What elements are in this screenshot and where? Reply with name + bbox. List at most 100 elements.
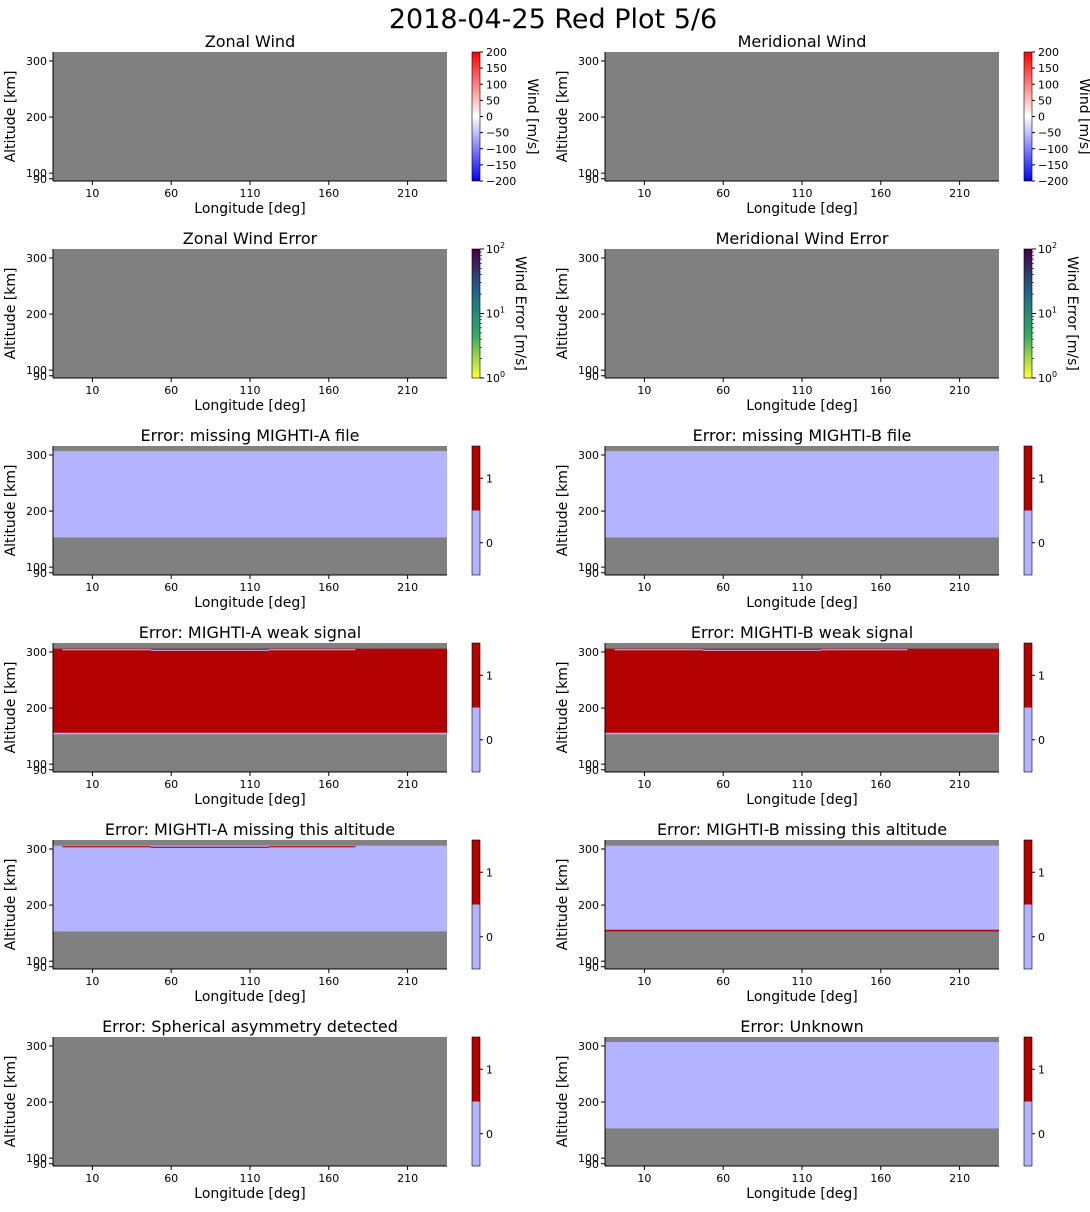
x-tick-label: 10 xyxy=(85,778,99,791)
data-cell xyxy=(53,451,447,538)
colorbar-frame xyxy=(471,445,481,576)
x-tick-label: 210 xyxy=(397,778,418,791)
colorbar: 10 xyxy=(471,642,493,773)
colorbar-gradient xyxy=(1023,51,1033,182)
x-tick-label: 160 xyxy=(870,187,891,200)
y-tick-label: 300 xyxy=(26,55,47,68)
x-tick-label: 210 xyxy=(397,1172,418,1185)
y-tick-label: 300 xyxy=(26,252,47,265)
y-tick-label: 300 xyxy=(578,55,599,68)
colorbar-tick-label: 0 xyxy=(486,734,493,747)
panel-title: Error: missing MIGHTI-A file xyxy=(141,426,360,445)
colorbar-tick-label: −50 xyxy=(1038,127,1061,140)
plot-background xyxy=(605,249,999,378)
x-tick-label: 110 xyxy=(240,581,261,594)
x-tick-label: 60 xyxy=(716,187,730,200)
colorbar: 10 xyxy=(1023,1036,1045,1167)
colorbar-segment-on xyxy=(1024,446,1032,511)
y-tick-label: 300 xyxy=(26,449,47,462)
x-tick-label: 10 xyxy=(85,1172,99,1185)
y-tick-label: 100 xyxy=(26,167,47,180)
colorbar-tick-label: 0 xyxy=(1038,931,1045,944)
colorbar-segment-on xyxy=(1024,1037,1032,1102)
panel-title: Zonal Wind Error xyxy=(183,229,318,248)
panel-title: Error: missing MIGHTI-B file xyxy=(693,426,912,445)
y-tick-label: 200 xyxy=(26,702,47,715)
colorbar-label: Wind Error [m/s] xyxy=(1064,256,1080,371)
colorbar-segment-on xyxy=(1024,643,1032,708)
y-tick-label: 100 xyxy=(578,955,599,968)
y-tick-label: 200 xyxy=(578,308,599,321)
y-tick-label: 90 xyxy=(585,567,599,580)
plot-background xyxy=(53,1037,447,1166)
y-tick-label: 100 xyxy=(578,561,599,574)
x-tick-label: 110 xyxy=(240,1172,261,1185)
y-axis-label: Altitude [km] xyxy=(3,268,19,360)
colorbar-tick-label: −200 xyxy=(486,175,516,188)
y-tick-label: 90 xyxy=(585,961,599,974)
colorbar-gradient xyxy=(1023,248,1033,379)
colorbar-segment-off xyxy=(472,904,480,969)
colorbar-tick-label: 200 xyxy=(1038,46,1059,59)
colorbar-label: Wind Error [m/s] xyxy=(512,256,528,371)
y-tick-label: 90 xyxy=(585,1158,599,1171)
colorbar-tick-label: 50 xyxy=(1038,94,1052,107)
colorbar-tick-label: 0 xyxy=(1038,734,1045,747)
x-tick-label: 160 xyxy=(318,778,339,791)
data-cell xyxy=(53,648,447,735)
x-tick-label: 110 xyxy=(240,975,261,988)
data-cell xyxy=(605,732,999,735)
colorbar: 200 150 100 50 0 −50 −100 −150 −200 Wind [m/s] xyxy=(1023,46,1090,188)
y-tick-label: 100 xyxy=(578,1152,599,1165)
x-tick-label: 110 xyxy=(240,187,261,200)
x-tick-label: 160 xyxy=(870,778,891,791)
colorbar-tick-label: 1 xyxy=(486,1063,493,1076)
x-tick-label: 210 xyxy=(949,975,970,988)
colorbar-segment-off xyxy=(1024,707,1032,772)
data-cell xyxy=(150,846,269,848)
x-tick-label: 60 xyxy=(716,975,730,988)
x-tick-label: 10 xyxy=(85,384,99,397)
y-tick-label: 90 xyxy=(33,764,47,777)
colorbar-tick-label: 1 xyxy=(1038,1063,1045,1076)
y-tick-label: 200 xyxy=(578,505,599,518)
y-tick-label: 90 xyxy=(33,1158,47,1171)
y-tick-label: 300 xyxy=(578,1040,599,1053)
x-tick-label: 60 xyxy=(164,975,178,988)
plot-background xyxy=(53,52,447,181)
data-cell xyxy=(62,846,151,848)
data-cell xyxy=(53,732,447,735)
colorbar-tick-label: 0 xyxy=(486,1128,493,1141)
y-tick-label: 300 xyxy=(578,252,599,265)
colorbar-frame xyxy=(471,1036,481,1167)
data-cell xyxy=(53,845,447,932)
x-tick-label: 60 xyxy=(716,384,730,397)
colorbar-segment-on xyxy=(1024,840,1032,905)
x-tick-label: 110 xyxy=(240,384,261,397)
x-tick-label: 210 xyxy=(397,384,418,397)
colorbar-tick-label: −100 xyxy=(1038,143,1068,156)
colorbar: 10 xyxy=(1023,839,1045,970)
colorbar-tick-label: 1 xyxy=(1038,669,1045,682)
data-cell xyxy=(62,649,151,651)
x-axis-label: Longitude [deg] xyxy=(194,792,305,808)
panel-title: Error: MIGHTI-B weak signal xyxy=(691,623,913,642)
colorbar-tick-label: 1 xyxy=(486,669,493,682)
colorbar-tick-label: −100 xyxy=(486,143,516,156)
colorbar-segment-off xyxy=(472,510,480,575)
x-tick-label: 160 xyxy=(318,187,339,200)
y-tick-label: 300 xyxy=(26,1040,47,1053)
x-tick-label: 10 xyxy=(85,581,99,594)
colorbar-tick-label: 0 xyxy=(486,931,493,944)
colorbar-tick-label: 1 xyxy=(486,866,493,879)
y-axis-label: Altitude [km] xyxy=(555,71,571,163)
colorbar-frame xyxy=(1023,642,1033,773)
y-tick-label: 200 xyxy=(578,111,599,124)
y-tick-label: 100 xyxy=(26,955,47,968)
colorbar-frame xyxy=(471,839,481,970)
